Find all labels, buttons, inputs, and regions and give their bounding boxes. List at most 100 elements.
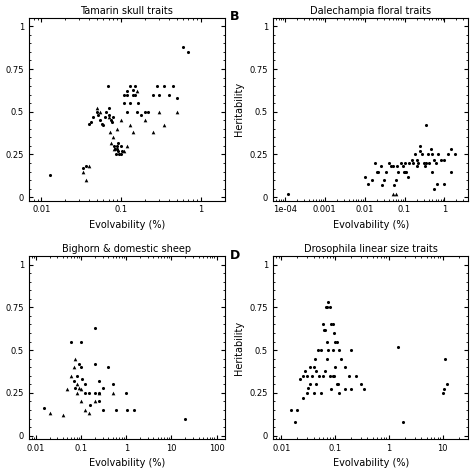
Point (379, 182, 386, 189)
Point (334, 381, 341, 388)
Y-axis label: Heritability: Heritability (234, 82, 244, 136)
Point (135, 100, 142, 107)
Point (123, 87, 131, 95)
Point (118, 147, 125, 155)
Point (377, 163, 384, 170)
Point (380, 176, 387, 184)
Point (447, 146, 455, 153)
Point (78, 375, 86, 383)
Point (413, 156, 420, 164)
Point (73, 381, 81, 388)
Point (77, 386, 85, 393)
Point (129, 86, 137, 93)
Point (94, 111, 102, 119)
Point (129, 91, 137, 99)
Point (425, 159, 432, 167)
Point (334, 338, 341, 346)
Point (70, 377, 78, 385)
Point (291, 418, 299, 426)
Point (430, 156, 438, 164)
Point (391, 182, 398, 189)
Point (414, 159, 422, 167)
Title: Drosophila linear size traits: Drosophila linear size traits (304, 244, 438, 254)
Point (95, 389, 103, 397)
Point (122, 389, 130, 397)
Point (105, 105, 112, 112)
Point (432, 159, 439, 167)
Point (287, 406, 294, 414)
Point (107, 117, 115, 124)
Point (102, 108, 110, 116)
Point (383, 168, 390, 175)
Point (428, 151, 436, 158)
Point (46, 410, 53, 417)
X-axis label: Evolvability (%): Evolvability (%) (333, 458, 409, 468)
Point (91, 324, 99, 332)
Point (405, 159, 413, 167)
Point (81, 406, 89, 414)
Point (312, 367, 320, 374)
Point (319, 321, 327, 328)
Point (323, 355, 330, 363)
Point (117, 117, 125, 124)
Point (115, 151, 123, 158)
Point (153, 82, 160, 90)
Point (109, 118, 116, 126)
Point (141, 108, 149, 116)
Point (126, 100, 134, 107)
Point (401, 168, 408, 175)
Point (408, 156, 415, 164)
Point (95, 389, 103, 397)
Point (73, 389, 81, 397)
Point (409, 159, 417, 167)
Point (404, 173, 411, 181)
Point (335, 381, 342, 388)
Point (123, 108, 131, 116)
Point (93, 105, 100, 112)
Point (329, 346, 337, 354)
Point (112, 151, 119, 158)
Point (59, 411, 67, 419)
Point (101, 113, 109, 121)
Point (303, 372, 310, 380)
Point (155, 91, 163, 99)
X-axis label: Evolvability (%): Evolvability (%) (333, 220, 409, 230)
Point (394, 168, 402, 175)
Point (40, 404, 48, 412)
Point (328, 386, 335, 393)
Point (64, 386, 71, 393)
Point (422, 159, 430, 167)
Point (421, 163, 428, 170)
Point (317, 389, 325, 397)
Point (347, 346, 355, 354)
Point (86, 401, 93, 409)
Point (368, 176, 375, 184)
Point (315, 372, 323, 380)
Point (114, 139, 122, 146)
Point (325, 299, 332, 306)
Point (109, 389, 117, 397)
Point (99, 406, 107, 414)
Title: Tamarin skull traits: Tamarin skull traits (80, 6, 173, 16)
Point (110, 142, 118, 150)
Point (444, 151, 451, 158)
Point (345, 372, 353, 380)
Point (353, 372, 360, 380)
Point (392, 190, 400, 198)
Point (108, 139, 115, 146)
Point (336, 346, 343, 354)
Point (320, 326, 328, 333)
Point (389, 163, 396, 170)
Point (93, 108, 100, 116)
Point (364, 180, 372, 187)
Point (314, 346, 322, 354)
Point (78, 398, 85, 405)
Point (336, 389, 343, 397)
Point (155, 108, 163, 116)
Point (422, 122, 430, 129)
Point (326, 372, 334, 380)
Point (371, 159, 379, 167)
Point (131, 91, 139, 99)
Point (85, 120, 93, 128)
Point (96, 398, 103, 405)
